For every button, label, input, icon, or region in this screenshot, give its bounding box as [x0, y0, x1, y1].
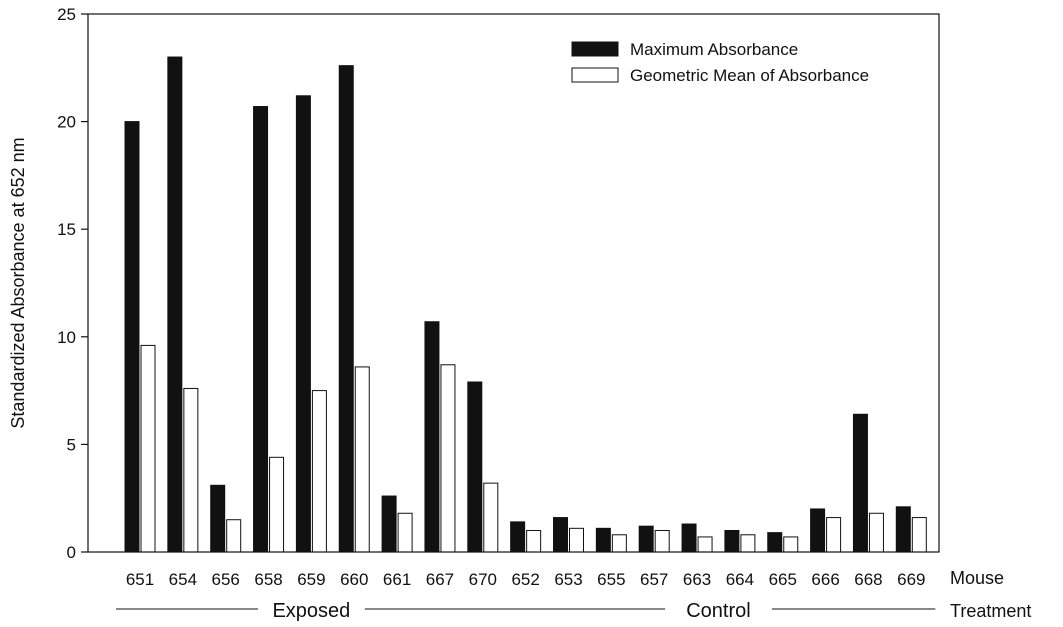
bar-maximum [553, 517, 568, 553]
bar-geometric-mean [397, 512, 413, 553]
bar-geometric-mean [611, 534, 627, 553]
bar-geometric-mean [826, 517, 842, 553]
legend: Maximum Absorbance Geometric Mean of Abs… [571, 40, 869, 85]
group-label: Control [686, 600, 750, 622]
y-tick-label: 25 [57, 5, 76, 24]
bar-maximum [810, 508, 826, 553]
bar-maximum [638, 525, 654, 553]
x-tick-labels: 651 654 656 658 659 660 661 667 670 652 653 655 657 6… [126, 570, 926, 589]
bar-maximum [210, 484, 226, 553]
group-label: Exposed [272, 600, 350, 622]
bar-geometric-mean [226, 519, 242, 553]
bar-geometric-mean [654, 529, 670, 553]
bar-maximum [895, 506, 911, 553]
bar-geometric-mean [911, 517, 927, 553]
bar-maximum [381, 495, 397, 553]
x-tick-label: 658 [254, 570, 282, 589]
x-tick-label: 661 [383, 570, 411, 589]
x-tick-label: 653 [554, 570, 582, 589]
legend-label-geometric-mean: Geometric Mean of Absorbance [630, 66, 869, 85]
bar-geometric-mean [783, 536, 799, 553]
x-tick-label: 659 [297, 570, 325, 589]
bar-geometric-mean [697, 536, 713, 553]
bar-geometric-mean [140, 344, 156, 553]
x-tick-label: 654 [169, 570, 197, 589]
legend-swatch-maximum [571, 41, 619, 57]
bar-geometric-mean [183, 387, 199, 553]
bar-geometric-mean [483, 482, 499, 553]
bar-geometric-mean [269, 456, 285, 553]
bar-maximum [338, 65, 354, 553]
bar-maximum [167, 56, 183, 553]
bar-geometric-mean [740, 534, 756, 553]
bar-maximum [595, 527, 611, 553]
bar-maximum [124, 121, 140, 553]
x-tick-label: 652 [511, 570, 539, 589]
y-axis: 0 5 10 15 20 25 [57, 5, 88, 562]
bar-maximum [510, 521, 526, 553]
bar-geometric-mean [526, 529, 542, 553]
legend-swatch-geometric-mean [571, 67, 619, 83]
bar-maximum [253, 106, 269, 553]
bar-maximum [681, 523, 697, 553]
y-tick-label: 5 [67, 435, 76, 454]
bar-maximum [467, 381, 483, 553]
bar-geometric-mean [354, 366, 370, 553]
y-tick-label: 15 [57, 220, 76, 239]
x-tick-label: 660 [340, 570, 368, 589]
plot-frame [87, 13, 940, 553]
group-axis-title: Treatment [950, 601, 1031, 621]
x-tick-label: 656 [212, 570, 240, 589]
bar-maximum [724, 529, 740, 553]
x-tick-label: 651 [126, 570, 154, 589]
x-tick-label: 670 [469, 570, 497, 589]
x-tick-label: 665 [769, 570, 797, 589]
bar-geometric-mean [868, 512, 884, 553]
bar-geometric-mean [569, 527, 584, 553]
y-axis-label: Standardized Absorbance at 652 nm [8, 137, 28, 428]
x-axis-title: Mouse [950, 568, 1004, 588]
x-tick-label: 664 [726, 570, 754, 589]
y-tick-label: 10 [57, 328, 76, 347]
bar-maximum [852, 413, 868, 553]
y-tick-label: 20 [57, 113, 76, 132]
x-tick-label: 657 [640, 570, 668, 589]
y-tick-label: 0 [67, 543, 76, 562]
x-tick-label: 668 [854, 570, 882, 589]
treatment-groups: Exposed Control [116, 600, 936, 622]
x-tick-label: 655 [597, 570, 625, 589]
bar-geometric-mean [311, 390, 327, 553]
x-tick-label: 669 [897, 570, 925, 589]
x-tick-label: 666 [811, 570, 839, 589]
x-tick-label: 667 [426, 570, 454, 589]
legend-label-maximum: Maximum Absorbance [630, 40, 798, 59]
bar-maximum [295, 95, 311, 553]
bars [124, 56, 927, 553]
bar-maximum [767, 532, 783, 553]
x-tick-label: 663 [683, 570, 711, 589]
bar-geometric-mean [440, 364, 456, 553]
bar-maximum [424, 321, 440, 553]
